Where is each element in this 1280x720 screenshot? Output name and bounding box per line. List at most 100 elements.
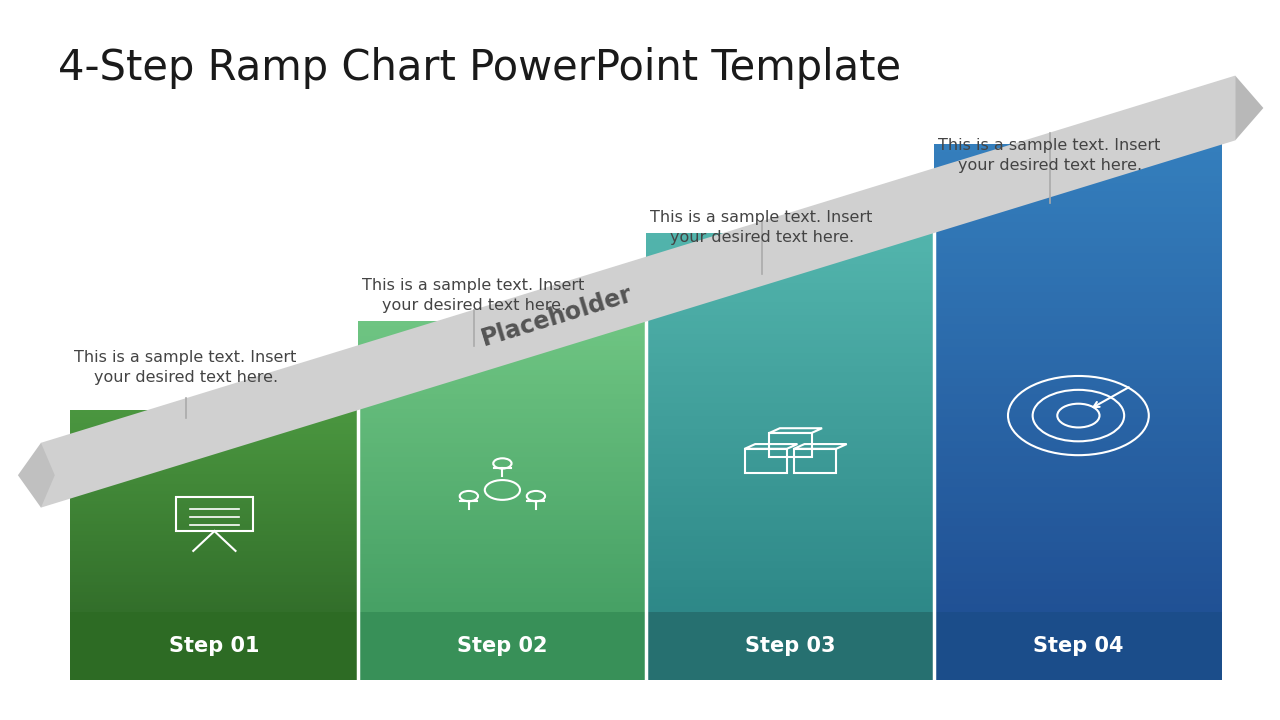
- Bar: [934, 464, 1222, 472]
- Bar: [358, 331, 646, 336]
- Bar: [358, 554, 646, 559]
- Bar: [934, 526, 1222, 534]
- Bar: [934, 331, 1222, 339]
- Bar: [70, 608, 358, 612]
- Bar: [934, 503, 1222, 510]
- Bar: [646, 568, 934, 574]
- Bar: [934, 277, 1222, 284]
- Bar: [934, 573, 1222, 581]
- Text: This is a sample text. Insert
your desired text here.: This is a sample text. Insert your desir…: [938, 138, 1161, 173]
- Bar: [934, 284, 1222, 292]
- Bar: [358, 539, 646, 544]
- Bar: [70, 575, 358, 578]
- Bar: [934, 378, 1222, 386]
- Bar: [646, 271, 934, 277]
- Bar: [745, 449, 787, 472]
- Bar: [70, 451, 358, 454]
- Bar: [646, 574, 934, 580]
- Text: Step 02: Step 02: [457, 636, 548, 656]
- Bar: [70, 521, 358, 524]
- Bar: [358, 467, 646, 472]
- Bar: [70, 430, 358, 433]
- Text: Step 03: Step 03: [745, 636, 836, 656]
- Bar: [70, 558, 358, 562]
- Bar: [646, 511, 934, 517]
- Bar: [70, 413, 358, 417]
- Bar: [358, 578, 646, 583]
- Bar: [934, 308, 1222, 316]
- Bar: [934, 269, 1222, 277]
- Bar: [646, 346, 934, 353]
- Bar: [70, 467, 358, 471]
- Bar: [358, 433, 646, 438]
- Bar: [358, 583, 646, 588]
- Bar: [358, 573, 646, 578]
- Bar: [358, 336, 646, 341]
- Polygon shape: [1235, 76, 1263, 140]
- Bar: [646, 423, 934, 429]
- Bar: [934, 549, 1222, 557]
- Polygon shape: [18, 443, 55, 508]
- Text: This is a sample text. Insert
your desired text here.: This is a sample text. Insert your desir…: [362, 279, 585, 313]
- Bar: [358, 438, 646, 443]
- Bar: [934, 557, 1222, 565]
- Bar: [934, 339, 1222, 347]
- Bar: [358, 525, 646, 530]
- Bar: [646, 480, 934, 485]
- Bar: [70, 464, 358, 467]
- Bar: [70, 572, 358, 575]
- Bar: [70, 592, 358, 595]
- Bar: [70, 588, 358, 592]
- Bar: [70, 541, 358, 544]
- Bar: [934, 449, 1222, 456]
- Bar: [70, 498, 358, 501]
- Bar: [358, 491, 646, 496]
- Bar: [70, 582, 358, 585]
- Bar: [646, 606, 934, 612]
- Bar: [646, 505, 934, 511]
- Bar: [358, 612, 646, 680]
- Bar: [646, 460, 934, 467]
- Bar: [934, 534, 1222, 542]
- Bar: [646, 334, 934, 341]
- Bar: [358, 588, 646, 593]
- Bar: [358, 413, 646, 418]
- Bar: [646, 315, 934, 321]
- Bar: [70, 437, 358, 441]
- Bar: [70, 487, 358, 491]
- Bar: [70, 612, 358, 680]
- Bar: [646, 599, 934, 606]
- Bar: [934, 581, 1222, 589]
- Bar: [646, 309, 934, 315]
- Bar: [70, 441, 358, 444]
- Bar: [358, 520, 646, 525]
- Bar: [358, 365, 646, 370]
- Bar: [70, 514, 358, 518]
- Bar: [646, 612, 934, 680]
- Bar: [934, 300, 1222, 308]
- Bar: [646, 258, 934, 264]
- Bar: [646, 239, 934, 246]
- Bar: [646, 302, 934, 309]
- Bar: [934, 480, 1222, 487]
- Bar: [358, 457, 646, 462]
- Bar: [646, 555, 934, 562]
- Bar: [646, 233, 934, 239]
- Bar: [646, 517, 934, 523]
- Bar: [70, 417, 358, 420]
- Bar: [358, 390, 646, 394]
- Bar: [70, 504, 358, 508]
- Bar: [934, 355, 1222, 363]
- Bar: [934, 495, 1222, 503]
- Bar: [934, 238, 1222, 246]
- Bar: [934, 207, 1222, 215]
- Bar: [646, 485, 934, 492]
- Bar: [358, 505, 646, 510]
- Bar: [70, 420, 358, 423]
- Bar: [934, 347, 1222, 355]
- Bar: [358, 409, 646, 413]
- Bar: [358, 360, 646, 365]
- Bar: [70, 565, 358, 568]
- Bar: [934, 160, 1222, 168]
- Bar: [646, 498, 934, 505]
